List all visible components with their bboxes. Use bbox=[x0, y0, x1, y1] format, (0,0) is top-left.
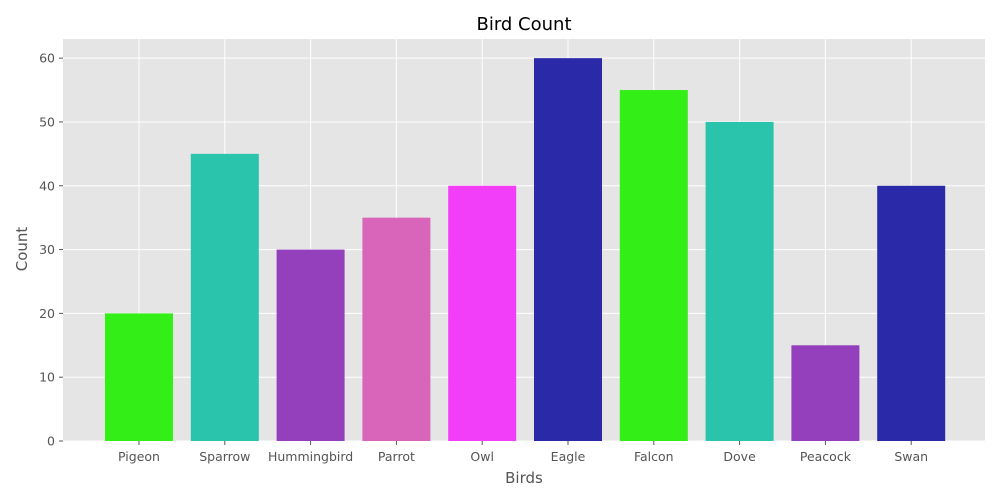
bar-sparrow bbox=[190, 153, 259, 441]
x-tick-label: Swan bbox=[894, 449, 928, 464]
bar-falcon bbox=[619, 90, 688, 442]
x-axis-ticks: Pigeon Sparrow Hummingbird Parrot Owl Eagle Fa… bbox=[118, 441, 928, 464]
y-tick-label: 20 bbox=[39, 306, 55, 321]
x-tick-label: Peacock bbox=[800, 449, 852, 464]
x-tick-label: Hummingbird bbox=[268, 449, 353, 464]
x-tick-label: Owl bbox=[470, 449, 494, 464]
x-tick-label: Dove bbox=[723, 449, 756, 464]
x-tick-label: Pigeon bbox=[118, 449, 160, 464]
y-tick-label: 0 bbox=[47, 434, 55, 449]
bars bbox=[105, 58, 946, 442]
y-tick-label: 50 bbox=[39, 114, 55, 129]
x-axis-label: Birds bbox=[505, 469, 543, 487]
y-tick-label: 60 bbox=[39, 51, 55, 66]
bar-parrot bbox=[362, 217, 431, 441]
x-tick-label: Eagle bbox=[551, 449, 586, 464]
bar-peacock bbox=[791, 345, 860, 441]
y-tick-label: 40 bbox=[39, 178, 55, 193]
x-tick-label: Sparrow bbox=[199, 449, 250, 464]
chart-title: Bird Count bbox=[476, 14, 571, 35]
x-tick-label: Parrot bbox=[378, 449, 415, 464]
bar-swan bbox=[877, 185, 946, 441]
bar-owl bbox=[448, 185, 517, 441]
bar-hummingbird bbox=[276, 249, 345, 441]
y-tick-label: 30 bbox=[39, 242, 55, 257]
y-tick-label: 10 bbox=[39, 370, 55, 385]
y-axis-label: Count bbox=[13, 227, 31, 272]
x-tick-label: Falcon bbox=[634, 449, 674, 464]
bar-eagle bbox=[534, 58, 602, 442]
y-axis-ticks: 0 10 20 30 40 50 60 bbox=[39, 51, 63, 449]
bar-dove bbox=[705, 121, 774, 441]
bar-pigeon bbox=[105, 313, 173, 441]
